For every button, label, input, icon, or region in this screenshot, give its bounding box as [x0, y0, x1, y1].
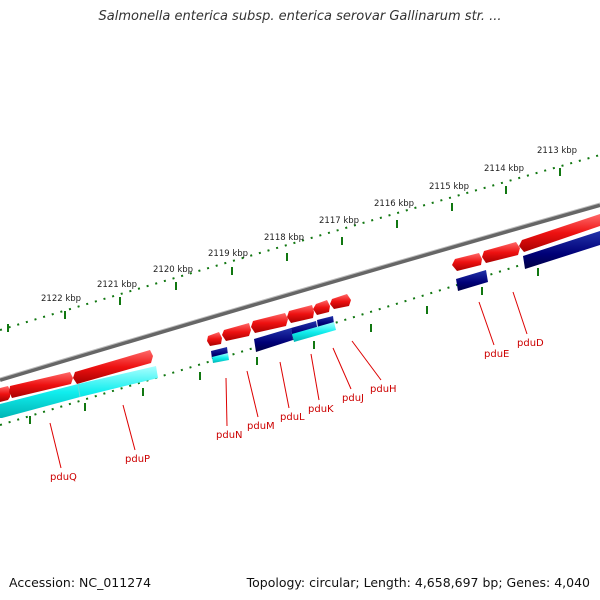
scale-label-2119: 2119 kbp [208, 249, 248, 259]
scale-label-2121: 2121 kbp [97, 280, 137, 290]
gene-label-pduQ: pduQ [50, 472, 77, 483]
scale-label-2117: 2117 kbp [319, 216, 359, 226]
scale-label-2122: 2122 kbp [41, 294, 81, 304]
forward-strand-genes [0, 214, 600, 402]
gene-label-pduH: pduH [370, 384, 397, 395]
accession-text: Accession: NC_011274 [9, 575, 152, 590]
topology-text: Topology: circular; Length: 4,658,697 bp… [246, 575, 590, 590]
gene-leader-lines [49, 291, 528, 469]
gene-label-pduM: pduM [247, 421, 275, 432]
gene-label-pduK: pduK [308, 404, 334, 415]
scale-ticks [7, 168, 561, 332]
scale-label-2114: 2114 kbp [484, 164, 524, 174]
gene-label-pduP: pduP [125, 454, 150, 465]
cyan-feature-blocks [0, 322, 336, 418]
gene-label-pduE: pduE [484, 349, 509, 360]
scale-label-2113: 2113 kbp [537, 146, 577, 156]
scale-label-2118: 2118 kbp [264, 233, 304, 243]
scale-label-2116: 2116 kbp [374, 199, 414, 209]
genome-backbone [0, 203, 600, 382]
scale-label-2120: 2120 kbp [153, 265, 193, 275]
scale-label-2115: 2115 kbp [429, 182, 469, 192]
gene-label-pduL: pduL [280, 412, 305, 423]
gene-label-pduJ: pduJ [342, 393, 364, 404]
gene-label-pduN: pduN [216, 430, 243, 441]
gene-label-pduD: pduD [517, 338, 544, 349]
map-title: Salmonella enterica subsp. enterica sero… [98, 9, 502, 24]
inner-ring-ticks [29, 268, 539, 424]
